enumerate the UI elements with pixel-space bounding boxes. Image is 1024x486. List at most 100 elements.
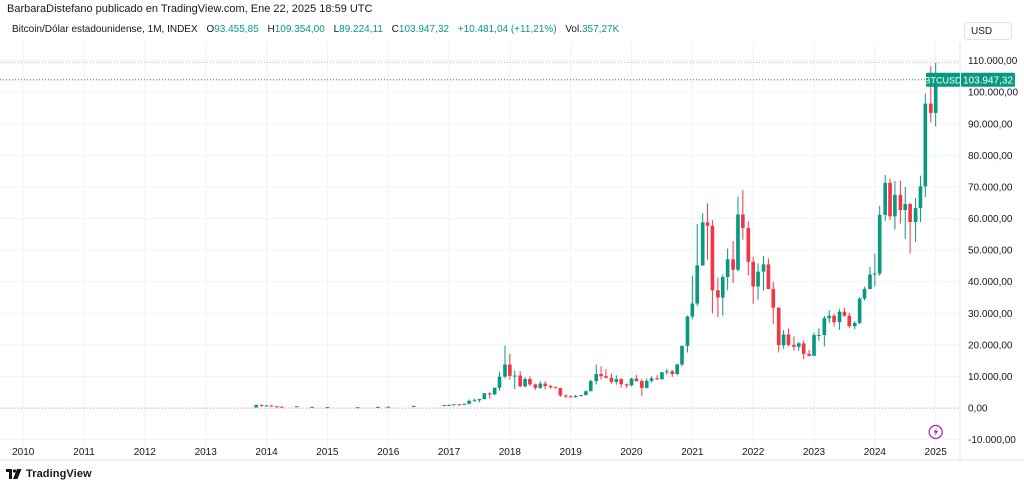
x-tick-label: 2016 <box>377 447 400 458</box>
candle-body <box>487 393 492 395</box>
time-axis[interactable]: 2010 2011 2012 2013 2014 2015 2016 2017 2018 2019… <box>12 447 947 458</box>
candle-body <box>842 311 847 316</box>
candle-body <box>355 407 360 409</box>
candle-body <box>275 406 279 408</box>
candle-body <box>741 214 745 229</box>
candle-body <box>588 381 593 392</box>
symbol-badge-text: BTCUSD <box>924 75 962 85</box>
last-price-badge-text: 103.947,32 <box>963 75 1013 86</box>
high-label: H <box>267 24 275 35</box>
open-value: 93.455,85 <box>214 24 259 35</box>
candle-body <box>680 345 684 365</box>
candle-body <box>492 387 497 395</box>
candle-body <box>751 261 756 287</box>
symbol-badge-bg <box>926 72 960 87</box>
candle-body <box>411 405 416 407</box>
candle-body <box>664 371 669 373</box>
candle-body <box>913 208 918 223</box>
candle-body <box>766 264 771 290</box>
candle-body <box>883 182 888 215</box>
x-tick-label: 2025 <box>925 447 948 458</box>
chart-grid <box>0 42 1024 461</box>
candle-body <box>903 204 908 211</box>
y-tick-label: 70.000,00 <box>968 182 1013 193</box>
last-price-badge-bg <box>961 72 1015 87</box>
event-marker[interactable] <box>928 424 943 440</box>
price-chart[interactable]: 110.000,00 100.000,00 90.000,00 80.000,00 70… <box>0 0 1024 466</box>
candle-body <box>832 315 836 323</box>
candle-body <box>877 214 882 274</box>
candle-body <box>918 186 923 209</box>
candle-body <box>503 364 507 377</box>
x-tick-label: 2017 <box>438 447 461 458</box>
candle-body <box>568 396 573 398</box>
candle-body <box>553 387 558 389</box>
lightning-icon <box>933 428 939 436</box>
change-value: +10.481,04 (+11,21%) <box>457 24 557 35</box>
candle-body <box>376 406 380 408</box>
candle-body <box>731 259 735 270</box>
y-tick-label: 50.000,00 <box>968 246 1013 257</box>
candle-body <box>538 383 543 388</box>
high-value: 109.354,00 <box>274 24 325 35</box>
x-tick-label: 2024 <box>864 447 887 458</box>
candle-body <box>269 405 274 407</box>
tradingview-logo[interactable]: TradingView <box>6 468 92 480</box>
candle-body <box>604 376 608 378</box>
candle-body <box>837 311 842 323</box>
candle-body <box>442 405 446 407</box>
candle-body <box>716 290 720 298</box>
candle-body <box>933 79 938 113</box>
x-tick-label: 2021 <box>681 447 704 458</box>
candle-body <box>822 318 827 335</box>
x-tick-label: 2018 <box>499 447 522 458</box>
y-tick-label: 60.000,00 <box>968 214 1013 225</box>
candle-body <box>812 335 816 356</box>
y-tick-label: 110.000,00 <box>968 56 1018 67</box>
candle-body <box>467 400 471 404</box>
candle-body <box>452 404 456 406</box>
candle-body <box>558 388 563 396</box>
x-tick-label: 2023 <box>803 447 826 458</box>
candle-body <box>462 403 467 405</box>
candle-body <box>862 289 867 299</box>
candle-body <box>690 303 695 317</box>
price-badge: BTCUSD 103.947,32 <box>924 72 1015 87</box>
candle-body <box>827 315 832 319</box>
candle-body <box>629 378 634 386</box>
published-caption: BarbaraDistefano publicado en TradingVie… <box>7 3 373 15</box>
x-tick-label: 2010 <box>12 447 35 458</box>
candle-body <box>563 395 568 397</box>
currency-button[interactable]: USD <box>964 22 1012 40</box>
candle-body <box>807 353 811 356</box>
candle-body <box>386 406 391 408</box>
candle-body <box>624 384 629 386</box>
candle-body <box>857 298 862 323</box>
candle-body <box>710 225 715 291</box>
candle-body <box>548 385 553 388</box>
x-tick-label: 2014 <box>255 447 278 458</box>
candle-body <box>873 273 877 275</box>
symbol-name[interactable]: Bitcoin/Dólar estadounidense, 1M, INDEX <box>12 24 198 35</box>
x-tick-label: 2019 <box>560 447 583 458</box>
candle-body <box>614 379 619 382</box>
candle-body <box>254 404 259 408</box>
candle-body <box>619 379 623 385</box>
x-tick-label: 2020 <box>620 447 643 458</box>
candle-body <box>584 391 588 396</box>
candle-body <box>801 343 806 354</box>
candle-body <box>792 344 796 347</box>
candle-body <box>447 405 451 407</box>
candle-body <box>868 274 872 290</box>
y-tick-label: 80.000,00 <box>968 151 1013 162</box>
candle-body <box>736 214 740 270</box>
candle-body <box>725 259 730 278</box>
candle-body <box>893 194 897 217</box>
candle-body <box>523 379 527 387</box>
candle-body <box>609 377 614 382</box>
price-axis[interactable]: 110.000,00 100.000,00 90.000,00 80.000,00 70… <box>968 56 1018 446</box>
candle-body <box>533 384 538 388</box>
candle-body <box>579 395 583 397</box>
candle-body <box>264 405 269 407</box>
candle-body <box>594 373 599 382</box>
